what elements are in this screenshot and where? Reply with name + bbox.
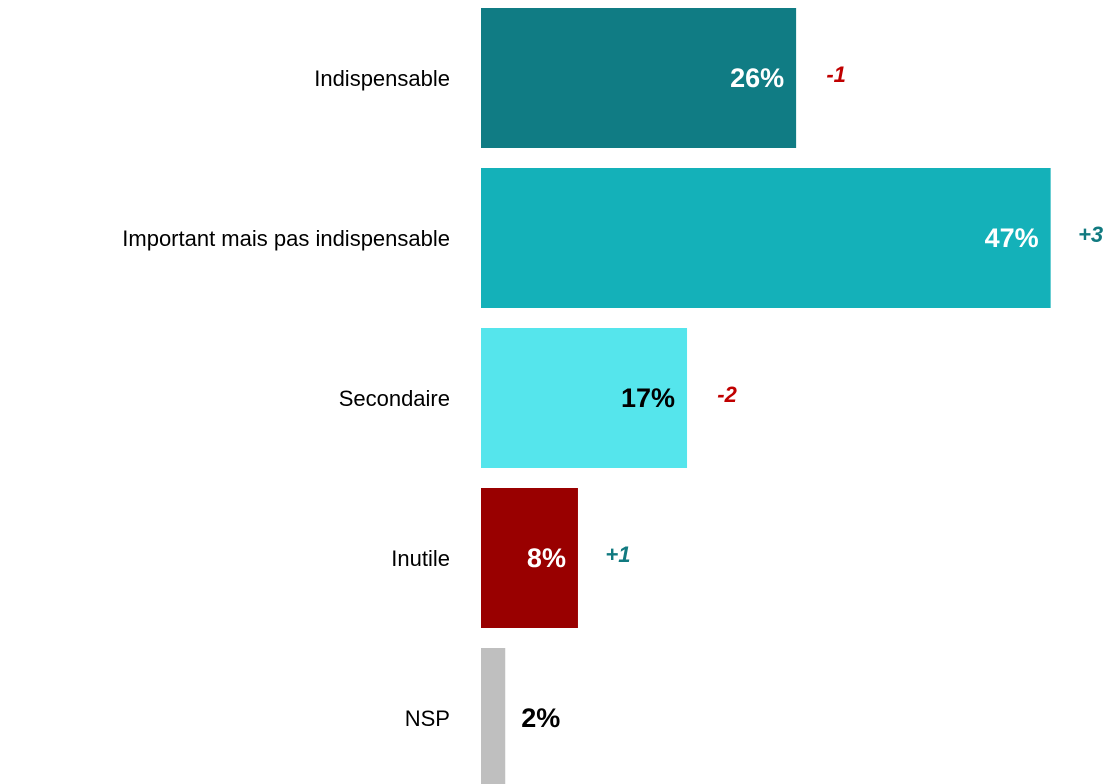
category-label: Inutile bbox=[391, 546, 450, 571]
category-label: NSP bbox=[405, 706, 450, 731]
category-label: Secondaire bbox=[339, 386, 450, 411]
value-label: 47% bbox=[985, 223, 1039, 253]
change-label: +3 bbox=[1078, 222, 1103, 247]
value-label: 26% bbox=[730, 63, 784, 93]
bar bbox=[481, 8, 797, 148]
category-label: Indispensable bbox=[314, 66, 450, 91]
change-label: +1 bbox=[605, 542, 630, 567]
category-label: Important mais pas indispensable bbox=[122, 226, 450, 251]
change-label: -1 bbox=[826, 62, 846, 87]
value-label: 17% bbox=[621, 383, 675, 413]
bar bbox=[481, 328, 688, 468]
value-label: 2% bbox=[521, 703, 560, 733]
value-label: 8% bbox=[527, 543, 566, 573]
bar bbox=[481, 488, 578, 628]
bar bbox=[481, 648, 506, 784]
change-label: -2 bbox=[717, 382, 737, 407]
bar bbox=[481, 168, 1051, 308]
